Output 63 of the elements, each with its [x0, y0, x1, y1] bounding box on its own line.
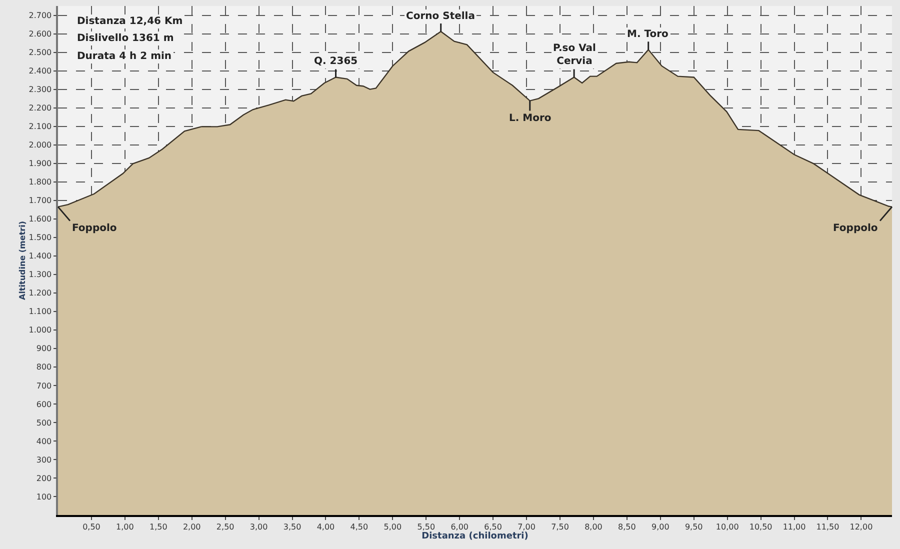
y-tick-label: 2.400 — [28, 66, 52, 76]
x-tick-label: 5,50 — [417, 522, 436, 532]
x-tick-label: 6,00 — [450, 522, 469, 532]
x-tick-label: 12,00 — [850, 522, 873, 532]
x-tick-label: 9,00 — [652, 522, 670, 532]
y-tick-label: 2.100 — [28, 122, 52, 132]
y-tick-label: 1.900 — [28, 159, 52, 168]
y-tick-label: 1.600 — [28, 214, 52, 224]
annotation: Corno Stella — [406, 11, 475, 22]
y-tick-label: 1.700 — [28, 196, 52, 206]
x-tick-label: 2,50 — [216, 522, 234, 532]
x-axis-title: Distanza (chilometri) — [422, 532, 528, 542]
x-tick-label: 3,00 — [250, 522, 268, 532]
x-tick-label: 4,50 — [350, 522, 368, 532]
y-tick-label: 2.300 — [28, 85, 52, 94]
annotation: Q. 2365 — [314, 56, 358, 67]
annotation: M. Toro — [627, 29, 669, 40]
y-tick-label: 400 — [36, 436, 52, 446]
x-tick-label: 11,00 — [782, 522, 806, 532]
annotation: P.so Val Cervia — [553, 43, 596, 67]
annotation: Durata 4 h 2 min — [77, 51, 172, 62]
y-tick-label: 900 — [36, 344, 52, 354]
y-tick-label: 1.300 — [28, 270, 52, 280]
y-tick-label: 2.700 — [28, 11, 52, 20]
x-tick-label: 1,50 — [149, 522, 168, 532]
x-tick-label: 7,00 — [518, 522, 536, 532]
y-tick-label: 100 — [36, 492, 52, 502]
y-tick-label: 2.200 — [28, 104, 52, 113]
annotation: Foppolo — [833, 223, 878, 234]
x-tick-label: 10,00 — [716, 522, 739, 532]
x-tick-label: 8,50 — [618, 522, 636, 532]
y-tick-label: 300 — [36, 455, 52, 464]
y-tick-label: 200 — [36, 474, 52, 483]
y-tick-label: 2.000 — [28, 140, 52, 150]
y-tick-label: 600 — [36, 400, 52, 409]
x-tick-label: 9,50 — [684, 522, 703, 532]
x-tick-label: 5,00 — [384, 522, 402, 532]
x-tick-label: 3,50 — [283, 522, 302, 532]
x-tick-label: 1,00 — [116, 522, 134, 532]
annotation: L. Moro — [509, 113, 552, 124]
y-tick-label: 1.200 — [28, 288, 52, 298]
x-tick-label: 6,50 — [484, 522, 502, 532]
x-tick-label: 4,00 — [316, 522, 335, 532]
y-tick-label: 800 — [36, 362, 52, 372]
y-tick-label: 500 — [36, 418, 52, 428]
y-tick-label: 1.400 — [28, 252, 52, 261]
annotation: Foppolo — [72, 223, 117, 234]
y-tick-label: 1.100 — [28, 307, 52, 316]
x-tick-label: 0,50 — [82, 522, 100, 532]
x-tick-label: 11,50 — [816, 522, 840, 532]
y-tick-label: 2.500 — [28, 48, 52, 58]
y-tick-label: 2.600 — [28, 30, 52, 39]
x-tick-label: 7,50 — [551, 522, 569, 532]
y-tick-label: 1.800 — [28, 178, 52, 187]
x-tick-label: 8,00 — [584, 522, 602, 532]
x-tick-label: 2,00 — [182, 522, 201, 532]
y-tick-label: 1.000 — [28, 326, 52, 335]
annotation: Distanza 12,46 Km — [77, 16, 183, 27]
y-axis-title: Altitudine (metri) — [18, 221, 27, 300]
y-tick-label: 700 — [36, 381, 52, 390]
x-tick-label: 10,50 — [749, 522, 772, 532]
annotation: Dislivello 1361 m — [77, 33, 174, 44]
y-tick-label: 1.500 — [28, 233, 52, 242]
